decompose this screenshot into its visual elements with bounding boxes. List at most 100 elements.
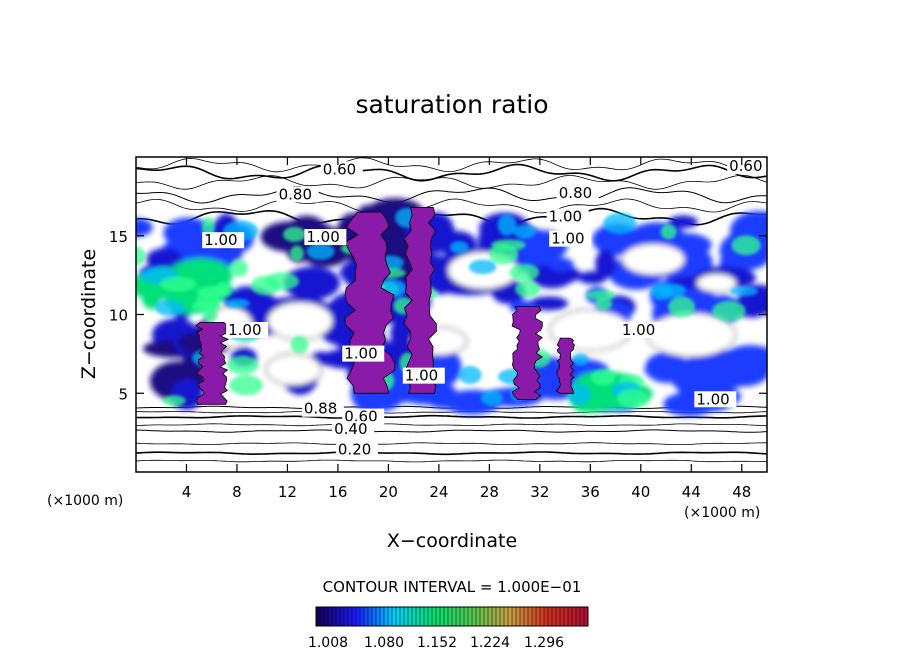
colorbar-swatch: [500, 607, 504, 626]
region-blob: [548, 257, 574, 272]
contour-labels: 0.60 0.60 0.80 0.80 1.00 1.00 1.00 1.00 1.00 1.00…: [202, 157, 770, 459]
colorbar-swatch: [568, 607, 572, 626]
colorbar-swatch: [556, 607, 560, 626]
clear-air-hole: [695, 272, 738, 294]
contour-label-bg: [546, 208, 589, 225]
x-tick-label: 24: [429, 483, 448, 501]
contour-label-bg: [694, 391, 737, 408]
contour-line: [136, 186, 767, 204]
colorbar-swatch: [328, 607, 332, 626]
region-core: [202, 307, 218, 323]
colorbar-swatch: [428, 607, 432, 626]
colorbar-swatch: [576, 607, 580, 626]
region-core: [229, 374, 264, 396]
contour-label: 1.00: [696, 390, 729, 408]
contour-label-bg: [342, 345, 385, 362]
contour-label: 1.00: [549, 208, 582, 226]
region-core: [514, 281, 541, 298]
colorbar-swatch: [448, 607, 452, 626]
colorbar-tick-label: 1.008: [308, 635, 348, 651]
colorbar-swatch: [384, 607, 388, 626]
colorbar-swatch: [492, 607, 496, 626]
colorbar-swatch: [400, 607, 404, 626]
contour-label: 1.00: [344, 345, 377, 363]
x-axis-ticks: 4 8 12 16 20 24 28 32 36 40 44 48: [182, 157, 751, 501]
chart-title: saturation ratio: [355, 90, 548, 119]
x-tick-label: 36: [581, 483, 600, 501]
contour-label-bg: [202, 232, 245, 249]
colorbar-swatch: [320, 607, 324, 626]
colorbar-swatch: [548, 607, 552, 626]
colorbar-swatch: [524, 607, 528, 626]
region-core: [489, 243, 519, 265]
contour-label: 1.00: [228, 321, 261, 339]
region-core: [136, 246, 146, 266]
contour-label: 0.88: [304, 400, 337, 418]
region-core: [660, 224, 677, 240]
region-core: [595, 297, 613, 310]
region-core: [730, 286, 758, 297]
contour-label: 0.80: [279, 186, 312, 204]
contour-label-bg: [335, 441, 378, 458]
region-core: [513, 224, 537, 239]
colorbar-swatch: [340, 607, 344, 626]
x-tick-label: 12: [278, 483, 297, 501]
colorbar-swatch: [464, 607, 468, 626]
convective-plume: [195, 322, 230, 405]
colorbar-swatch: [376, 607, 380, 626]
region-blob: [668, 215, 698, 229]
colorbar-swatch: [392, 607, 396, 626]
colorbar-swatch: [360, 607, 364, 626]
colorbar-tick-labels: 1.008 1.080 1.152 1.224 1.296: [308, 635, 564, 651]
colorbar-swatch: [560, 607, 564, 626]
colorbar-swatch: [344, 607, 348, 626]
colorbar-swatch: [504, 607, 508, 626]
colorbar-swatch: [424, 607, 428, 626]
colorbar-swatch: [552, 607, 556, 626]
region-core: [290, 335, 309, 354]
x-tick-label: 44: [682, 483, 701, 501]
contour-label: 1.00: [405, 367, 438, 385]
region-core: [603, 212, 637, 235]
region-core: [468, 259, 497, 275]
region-core: [497, 214, 517, 236]
colorbar-swatch: [404, 607, 408, 626]
contour-line: [136, 410, 767, 414]
colorbar-swatch: [472, 607, 476, 626]
contour-line: [136, 429, 767, 433]
contour-label: 0.20: [338, 441, 371, 459]
colorbar-swatch: [396, 607, 400, 626]
colorbar-swatch: [372, 607, 376, 626]
colorbar-swatch: [516, 607, 520, 626]
clear-air-hole: [621, 243, 686, 276]
clear-air-hole: [266, 301, 334, 341]
contour-label-bg: [556, 184, 599, 201]
region-core: [568, 384, 591, 406]
colorbar-swatch: [436, 607, 440, 626]
region-core: [155, 299, 185, 316]
region-core: [591, 369, 616, 386]
colorbar-swatch: [444, 607, 448, 626]
colorbar-swatch: [528, 607, 532, 626]
colorbar-swatch: [460, 607, 464, 626]
contour-line: [136, 451, 767, 456]
colorbar-swatch: [584, 607, 588, 626]
colorbar-frame: [315, 606, 589, 627]
contour-label: 0.60: [344, 408, 377, 426]
contour-label-bg: [301, 400, 344, 417]
colorbar-swatch: [408, 607, 412, 626]
contour-label-bg: [619, 321, 662, 338]
convective-plume: [511, 306, 544, 400]
background-contours: [136, 157, 767, 463]
colorbar-swatch: [348, 607, 352, 626]
contour-line: [136, 174, 767, 190]
y-tick-label: 10: [109, 307, 128, 325]
contour-label-bg: [304, 229, 347, 246]
colorbar-tick-label: 1.080: [364, 635, 404, 651]
region-core: [196, 285, 232, 299]
x-tick-label: 20: [379, 483, 398, 501]
contour-line: [136, 207, 767, 226]
region-core: [668, 296, 696, 318]
region-blob: [136, 218, 153, 237]
colorbar-swatch: [480, 607, 484, 626]
